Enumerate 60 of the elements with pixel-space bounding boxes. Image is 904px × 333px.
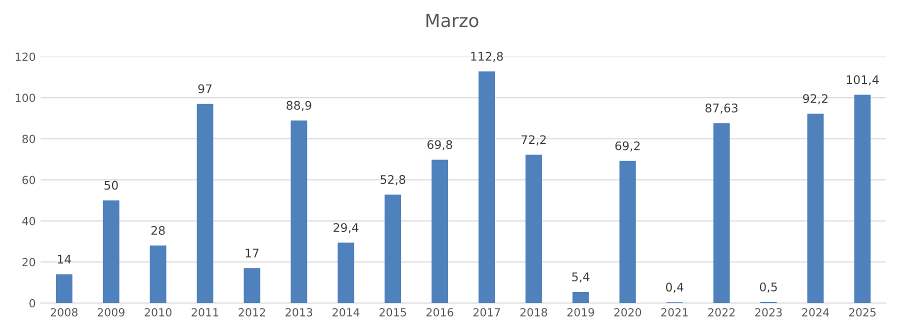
data-label: 0,4 <box>666 282 684 293</box>
bar <box>290 120 308 304</box>
data-label: 88,9 <box>286 100 312 112</box>
y-tick-label: 40 <box>22 216 36 226</box>
data-label: 112,8 <box>471 52 503 62</box>
data-label: 101,4 <box>846 75 879 86</box>
data-label: 69,8 <box>428 140 452 150</box>
y-tick-label: 100 <box>16 94 36 102</box>
data-label: 97 <box>198 84 212 94</box>
data-label: 52,8 <box>380 175 406 186</box>
x-tick-label: 2013 <box>286 308 312 316</box>
x-tick-label: 2017 <box>473 308 500 316</box>
data-label: 5,4 <box>572 272 590 283</box>
x-tick-label: 2008 <box>50 308 78 316</box>
data-label: 72,2 <box>522 135 546 146</box>
y-tick-label: 0 <box>29 299 36 308</box>
y-tick-label: 60 <box>22 176 36 184</box>
bar <box>619 160 636 304</box>
y-tick-label: 120 <box>16 52 36 61</box>
data-label: 17 <box>246 248 258 258</box>
bar <box>56 274 72 304</box>
bar <box>244 268 260 304</box>
bar <box>807 114 824 304</box>
data-label: 69,2 <box>615 141 640 152</box>
chart-title: Marzo <box>426 14 478 28</box>
bar <box>526 154 542 304</box>
bar <box>102 200 120 304</box>
y-tick-label: 20 <box>22 258 36 266</box>
bar <box>432 160 448 304</box>
x-tick-label: 2025 <box>849 308 876 316</box>
data-label: 87,63 <box>705 104 738 114</box>
y-tick-label: 80 <box>22 134 36 144</box>
x-tick-label: 2010 <box>144 308 172 316</box>
x-tick-label: 2020 <box>614 308 642 316</box>
x-tick-label: 2019 <box>567 308 594 316</box>
bar <box>338 242 354 304</box>
x-tick-label: 2009 <box>98 308 124 316</box>
bar <box>384 194 402 304</box>
bar <box>478 71 495 304</box>
x-tick-label: 2014 <box>332 308 360 316</box>
bar <box>854 94 871 304</box>
data-label: 0,5 <box>760 282 777 293</box>
bar <box>713 123 730 304</box>
x-tick-label: 2015 <box>380 308 406 316</box>
data-label: 29,4 <box>334 223 358 234</box>
data-label: 14 <box>58 254 72 264</box>
x-tick-label: 2024 <box>802 308 829 316</box>
x-tick-label: 2016 <box>426 308 454 316</box>
x-tick-label: 2022 <box>708 308 735 316</box>
data-label: 28 <box>151 226 165 235</box>
data-label: 92,2 <box>803 94 828 104</box>
x-tick-label: 2012 <box>238 308 266 316</box>
bar <box>196 104 214 304</box>
x-tick-label: 2011 <box>192 308 218 316</box>
x-tick-label: 2018 <box>520 308 548 316</box>
bar <box>572 292 589 304</box>
x-tick-label: 2023 <box>755 308 782 316</box>
x-tick-label: 2021 <box>661 308 688 316</box>
bar <box>150 246 166 304</box>
data-label: 50 <box>104 180 118 190</box>
